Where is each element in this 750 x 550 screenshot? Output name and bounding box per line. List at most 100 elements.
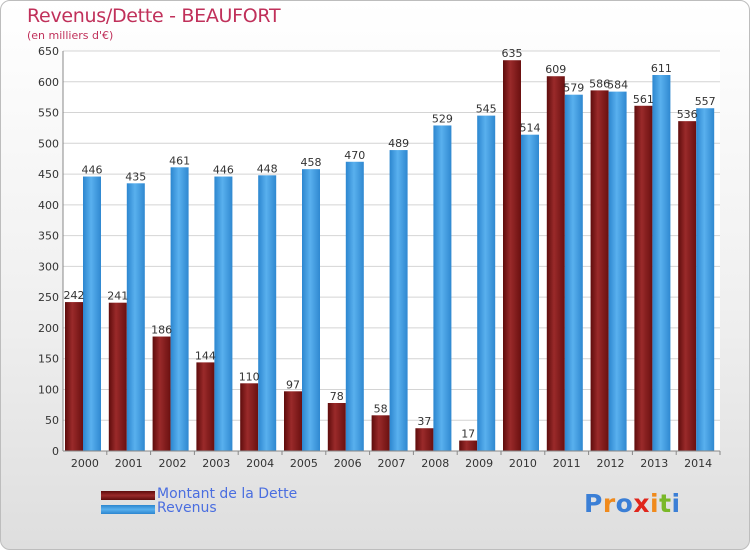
bar-debt (152, 336, 171, 451)
chart-subtitle: (en milliers d'€) (27, 29, 114, 42)
x-tick-label: 2005 (290, 457, 318, 470)
data-label-debt: 609 (545, 63, 566, 76)
bar-revenue (433, 125, 452, 451)
x-tick-label: 2009 (465, 457, 493, 470)
x-tick-label: 2014 (684, 457, 712, 470)
data-label-revenue: 446 (213, 164, 234, 177)
y-tick-label: 450 (38, 168, 59, 181)
data-label-debt: 242 (64, 289, 85, 302)
data-label-revenue: 611 (651, 62, 672, 75)
x-tick-label: 2003 (202, 457, 230, 470)
logo-letter: i (650, 489, 660, 518)
data-label-revenue: 529 (432, 112, 453, 125)
data-label-debt: 78 (330, 390, 344, 403)
x-tick-label: 2011 (553, 457, 581, 470)
data-label-revenue: 446 (82, 164, 103, 177)
y-tick-label: 650 (38, 45, 59, 58)
data-label-debt: 37 (417, 415, 431, 428)
bar-revenue (126, 183, 145, 452)
x-tick-label: 2008 (421, 457, 449, 470)
x-tick-label: 2004 (246, 457, 274, 470)
chart-title: Revenus/Dette - BEAUFORT (27, 5, 281, 27)
bar-debt (327, 403, 346, 451)
bar-debt (415, 428, 434, 451)
data-label-debt: 97 (286, 378, 300, 391)
proxiti-logo: Proxiti (584, 489, 681, 518)
y-tick-label: 500 (38, 137, 59, 150)
x-tick-label: 2010 (509, 457, 537, 470)
y-tick-label: 100 (38, 383, 59, 396)
data-label-revenue: 470 (344, 149, 365, 162)
data-label-revenue: 448 (257, 162, 278, 175)
data-label-revenue: 545 (476, 103, 497, 116)
data-label-revenue: 514 (520, 122, 541, 135)
bar-revenue (83, 176, 101, 452)
bar-revenue (302, 169, 320, 451)
data-label-debt: 144 (195, 349, 216, 362)
y-tick-label: 300 (38, 260, 59, 273)
data-label-revenue: 584 (607, 79, 628, 92)
bar-debt (634, 105, 653, 452)
logo-letter: o (615, 489, 634, 518)
data-label-debt: 241 (107, 290, 128, 303)
bar-debt (284, 391, 302, 451)
y-tick-label: 50 (45, 414, 59, 427)
bar-revenue (258, 175, 277, 452)
logo-letter: i (671, 489, 681, 518)
bar-debt (65, 302, 83, 451)
y-tick-label: 250 (38, 291, 59, 304)
bar-revenue (214, 176, 233, 452)
x-tick-label: 2001 (115, 457, 143, 470)
y-tick-label: 0 (52, 445, 59, 458)
data-label-debt: 586 (589, 77, 610, 90)
bar-revenue (564, 94, 583, 451)
bar-revenue (521, 134, 539, 451)
data-label-revenue: 579 (563, 82, 584, 95)
bar-revenue (389, 150, 408, 452)
data-label-revenue: 557 (695, 95, 716, 108)
bar-debt (678, 121, 697, 452)
bar-revenue (345, 161, 364, 451)
y-tick-label: 550 (38, 107, 59, 120)
bar-debt (240, 383, 259, 451)
logo-letter: P (584, 489, 603, 518)
bar-debt (196, 362, 215, 451)
bar-revenue (608, 91, 627, 451)
legend-label-debt: Montant de la Dette (157, 486, 298, 502)
bar-debt (503, 60, 521, 451)
logo-letter: r (602, 489, 616, 518)
bar-debt (371, 415, 390, 451)
data-label-debt: 186 (151, 324, 172, 337)
data-label-debt: 536 (677, 108, 698, 121)
legend-label-revenue: Revenus (157, 500, 217, 516)
bar-debt (108, 302, 127, 451)
bar-revenue (696, 108, 715, 451)
data-label-debt: 561 (633, 93, 654, 106)
legend-swatch-debt (101, 491, 155, 500)
data-label-revenue: 461 (169, 154, 190, 167)
bar-revenue (477, 115, 496, 451)
y-tick-label: 150 (38, 353, 59, 366)
x-tick-label: 2006 (334, 457, 362, 470)
bar-debt (590, 90, 609, 451)
data-label-revenue: 489 (388, 137, 409, 150)
data-label-debt: 635 (502, 47, 523, 60)
x-tick-label: 2000 (71, 457, 99, 470)
x-tick-label: 2002 (159, 457, 187, 470)
data-label-revenue: 435 (125, 170, 146, 183)
data-label-revenue: 458 (301, 156, 322, 169)
y-tick-label: 200 (38, 322, 59, 335)
bar-revenue (170, 167, 189, 452)
y-tick-label: 350 (38, 230, 59, 243)
x-tick-label: 2007 (378, 457, 406, 470)
x-tick-label: 2013 (640, 457, 668, 470)
y-tick-label: 400 (38, 199, 59, 212)
bar-debt (546, 76, 565, 451)
bar-revenue (652, 75, 671, 451)
logo-letter: t (659, 489, 672, 518)
legend-swatch-revenue (101, 505, 155, 514)
logo-letter: x (633, 489, 650, 518)
bar-debt (459, 440, 478, 451)
